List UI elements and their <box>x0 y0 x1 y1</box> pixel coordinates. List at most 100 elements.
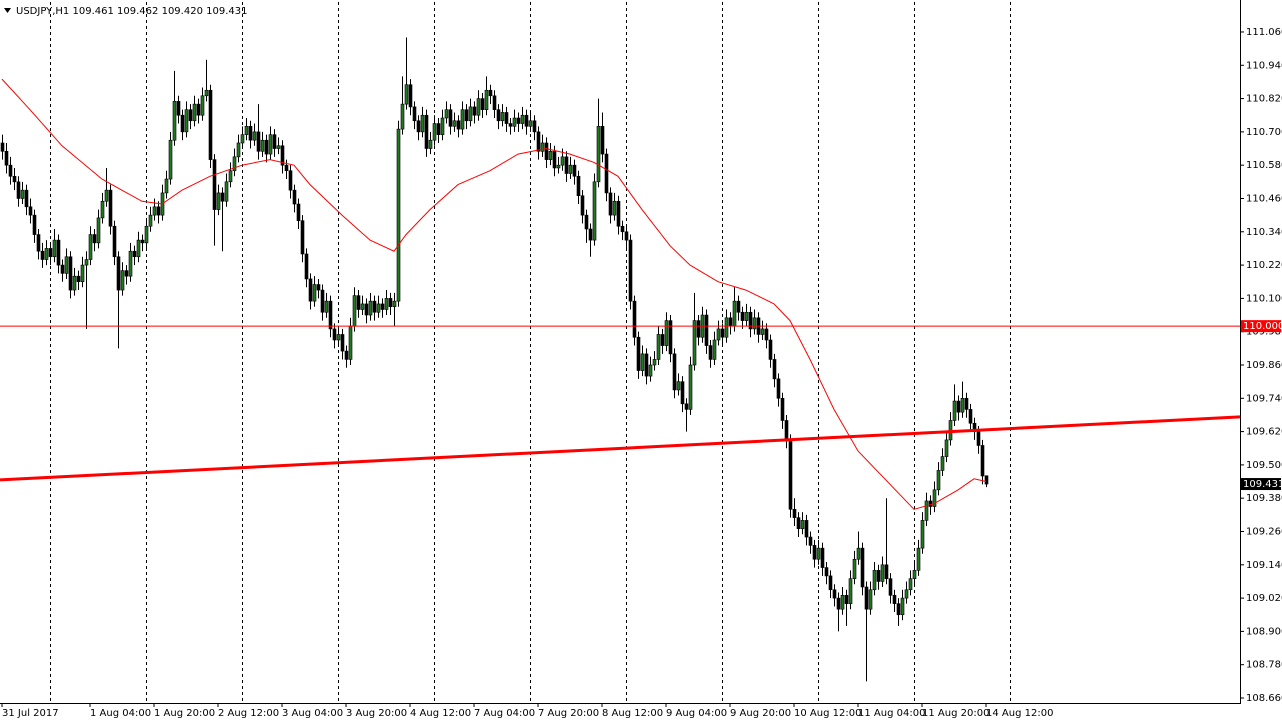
candle-body <box>516 117 521 124</box>
candle-body <box>600 126 605 155</box>
candle-body <box>16 181 21 199</box>
candle-body <box>596 126 601 183</box>
candle-body <box>312 284 317 302</box>
candle-body <box>740 311 745 321</box>
x-tick-label: 11 Aug 20:00 <box>922 708 989 719</box>
candle-body <box>588 228 593 241</box>
candle-body <box>952 400 957 421</box>
y-tick-label: 110.940 <box>1246 60 1282 71</box>
quote: 109.420 <box>162 6 203 17</box>
x-tick-label: 14 Aug 12:00 <box>986 708 1053 719</box>
candle-body <box>636 336 641 371</box>
candle-body <box>124 270 129 277</box>
candle-body <box>196 103 201 116</box>
menu-arrow[interactable] <box>4 8 11 13</box>
candle-body <box>72 275 77 291</box>
candle-body <box>432 123 437 141</box>
candle-body <box>188 109 193 122</box>
candle-body <box>536 131 541 152</box>
candle-body <box>500 112 505 122</box>
candle-body <box>216 192 221 210</box>
candle-body <box>848 578 853 604</box>
y-tick-label: 109.500 <box>1246 460 1282 471</box>
candle-body <box>572 164 577 177</box>
candle-body <box>316 284 321 291</box>
candle-body <box>172 101 177 141</box>
x-tick-label: 2 Aug 12:00 <box>218 708 279 719</box>
candle-body <box>868 589 873 610</box>
chart-header: USDJPY,H1 109.461 109.462 109.420 109.43… <box>16 6 247 17</box>
candle-body <box>348 325 353 360</box>
candle-body <box>200 95 205 116</box>
candle-body <box>32 214 37 235</box>
y-tick-label: 109.860 <box>1246 360 1282 371</box>
last-price-label: 109.431 <box>1243 479 1282 490</box>
candle-body <box>924 500 929 521</box>
candle-body <box>564 156 569 174</box>
candle-body <box>900 597 905 616</box>
candle-body <box>544 142 549 160</box>
candle-body <box>8 164 13 177</box>
candle-body <box>920 520 925 549</box>
candle-body <box>264 139 269 155</box>
candle-body <box>628 239 633 302</box>
y-tick-label: 110.100 <box>1246 293 1282 304</box>
candle-body <box>48 248 53 258</box>
y-tick-label: 108.900 <box>1246 626 1282 637</box>
candle-body <box>888 578 893 596</box>
candle-body <box>56 239 61 266</box>
candle-body <box>532 120 537 133</box>
x-tick-label: 7 Aug 04:00 <box>474 708 535 719</box>
candle-body <box>36 234 41 252</box>
candle-body <box>248 126 253 141</box>
y-tick-label: 110.700 <box>1246 127 1282 138</box>
candle-body <box>0 142 5 152</box>
candle-body <box>944 439 949 457</box>
candle-body <box>184 109 189 133</box>
candle-body <box>444 109 449 119</box>
candle-body <box>128 250 133 277</box>
candle-body <box>684 403 689 410</box>
candle-body <box>748 311 753 330</box>
candle-body <box>476 98 481 116</box>
candle-body <box>764 328 769 341</box>
candle-body <box>896 603 901 616</box>
candle-body <box>512 117 517 127</box>
candle-body <box>104 189 109 202</box>
x-tick-label: 31 Jul 2017 <box>2 708 59 719</box>
candle-body <box>692 320 697 366</box>
candle-body <box>772 359 777 380</box>
candle-body <box>296 203 301 221</box>
candle-body <box>840 595 845 610</box>
candle-body <box>724 317 729 338</box>
candle-body <box>180 114 185 133</box>
candle-body <box>616 200 621 227</box>
candle-body <box>968 409 973 424</box>
candle-body <box>668 320 673 355</box>
x-tick-label: 3 Aug 04:00 <box>282 708 343 719</box>
candle-body <box>136 239 141 258</box>
candle-body <box>84 259 89 266</box>
candle-body <box>540 142 545 152</box>
candle-body <box>344 350 349 360</box>
candle-body <box>608 192 613 216</box>
candle-body <box>528 120 533 127</box>
candle-body <box>824 567 829 577</box>
candle-body <box>404 84 409 105</box>
candle-body <box>328 300 333 330</box>
candle-body <box>112 225 117 258</box>
candle-body <box>940 456 945 471</box>
candle-body <box>148 214 153 227</box>
x-tick-label: 1 Aug 20:00 <box>154 708 215 719</box>
candle-body <box>152 206 157 216</box>
candle-body <box>788 439 793 510</box>
candle-body <box>92 234 97 244</box>
candle-body <box>176 101 181 116</box>
candle-body <box>960 397 965 413</box>
candle-body <box>644 353 649 377</box>
candle-body <box>4 151 9 166</box>
candle-body <box>836 597 841 610</box>
plot-area <box>0 2 1241 703</box>
candle-body <box>144 225 149 244</box>
candle-body <box>760 328 765 335</box>
